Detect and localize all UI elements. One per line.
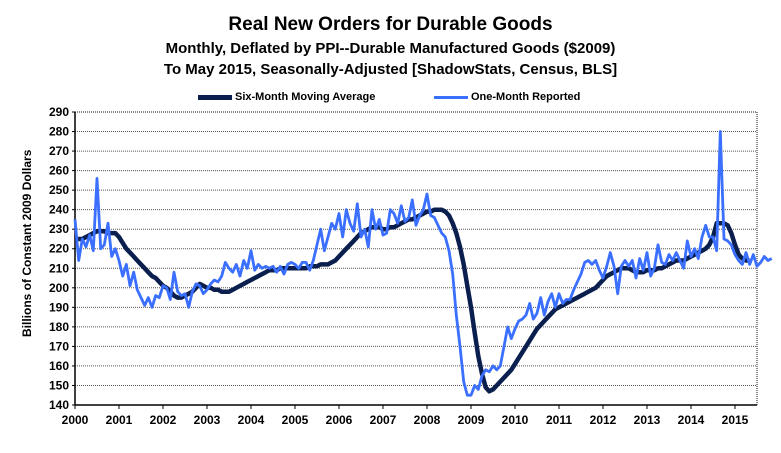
legend-swatch-one-month <box>434 95 468 99</box>
legend-swatch-six-month <box>198 94 232 100</box>
x-tick-label: 2015 <box>722 413 749 427</box>
x-tick-label: 2008 <box>414 413 441 427</box>
x-tick-label: 2012 <box>590 413 617 427</box>
y-tick-label: 150 <box>49 378 69 392</box>
y-tick-label: 170 <box>49 339 69 353</box>
y-tick-label: 240 <box>49 203 69 217</box>
series-line-one-month-reported <box>73 130 773 397</box>
legend-label-one-month: One-Month Reported <box>471 91 581 103</box>
legend-item-one-month: One-Month Reported <box>434 91 580 103</box>
chart-subtitle-1: Monthly, Deflated by PPI--Durable Manufa… <box>165 40 616 57</box>
y-tick-label: 190 <box>49 300 69 314</box>
x-tick-label: 2004 <box>238 413 265 427</box>
y-tick-label: 280 <box>49 125 69 139</box>
series-line-six-month-average <box>75 207 750 394</box>
x-tick-label: 2003 <box>194 413 221 427</box>
x-tick-label: 2013 <box>634 413 661 427</box>
x-tick-label: 2011 <box>546 413 572 427</box>
chart-subtitle-2: To May 2015, Seasonally-Adjusted [Shadow… <box>163 61 618 78</box>
y-tick-label: 290 <box>49 105 69 119</box>
chart-title: Real New Orders for Durable Goods <box>228 14 553 35</box>
legend-item-six-month: Six-Month Moving Average <box>198 91 375 103</box>
y-tick-label: 220 <box>49 242 69 256</box>
x-tick-label: 2007 <box>370 413 397 427</box>
x-tick-label: 2014 <box>678 413 705 427</box>
y-tick-label: 260 <box>49 164 69 178</box>
x-tick-label: 2009 <box>458 413 485 427</box>
x-tick-label: 2010 <box>502 413 529 427</box>
x-tick-label: 2001 <box>106 413 133 427</box>
y-tick-label: 230 <box>49 222 69 236</box>
x-tick-label: 2002 <box>150 413 177 427</box>
y-tick-label: 250 <box>49 183 69 197</box>
y-tick-label: 140 <box>49 398 69 412</box>
x-tick-label: 2005 <box>282 413 309 427</box>
y-tick-label: 210 <box>49 261 69 275</box>
x-tick-label: 2006 <box>326 413 353 427</box>
y-tick-label: 200 <box>49 281 69 295</box>
y-tick-label: 270 <box>49 144 69 158</box>
y-tick-label: 160 <box>49 359 69 373</box>
y-tick-label: 180 <box>49 320 69 334</box>
x-tick-label: 2000 <box>62 413 89 427</box>
legend-label-six-month: Six-Month Moving Average <box>235 91 376 103</box>
